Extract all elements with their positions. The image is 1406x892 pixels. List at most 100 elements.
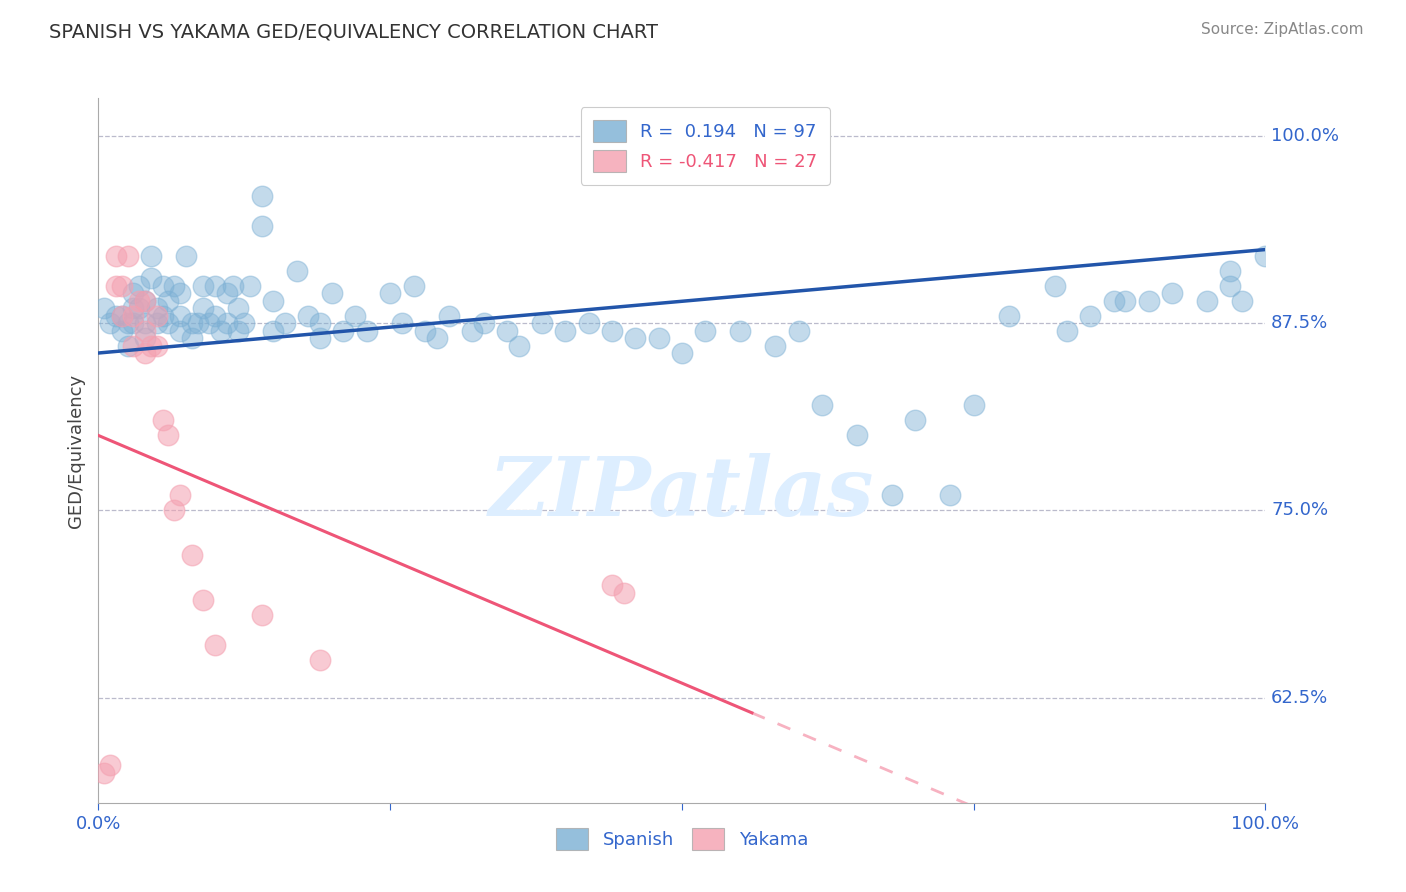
- Point: [962, 399, 984, 413]
- Point: [152, 278, 174, 293]
- Point: [146, 338, 169, 352]
- Point: [163, 278, 186, 293]
- Point: [169, 488, 191, 502]
- Point: [413, 324, 436, 338]
- Point: [157, 316, 180, 330]
- Point: [139, 271, 162, 285]
- Point: [180, 549, 202, 563]
- Point: [134, 293, 156, 308]
- Point: [152, 309, 174, 323]
- Point: [157, 428, 180, 442]
- Point: [250, 219, 273, 233]
- Point: [98, 316, 121, 330]
- Point: [530, 316, 553, 330]
- Point: [128, 301, 150, 315]
- Point: [613, 586, 636, 600]
- Point: [180, 316, 202, 330]
- Legend: Spanish, Yakama: Spanish, Yakama: [548, 821, 815, 857]
- Point: [426, 331, 449, 345]
- Point: [122, 286, 145, 301]
- Point: [1219, 263, 1241, 277]
- Point: [134, 346, 156, 360]
- Point: [204, 309, 226, 323]
- Text: SPANISH VS YAKAMA GED/EQUIVALENCY CORRELATION CHART: SPANISH VS YAKAMA GED/EQUIVALENCY CORREL…: [49, 22, 658, 41]
- Point: [250, 608, 273, 623]
- Point: [274, 316, 297, 330]
- Point: [554, 324, 576, 338]
- Point: [239, 278, 262, 293]
- Text: 62.5%: 62.5%: [1271, 689, 1329, 706]
- Point: [228, 301, 250, 315]
- Point: [402, 278, 425, 293]
- Point: [111, 324, 134, 338]
- Point: [1137, 293, 1160, 308]
- Point: [1254, 248, 1277, 262]
- Point: [228, 324, 250, 338]
- Point: [344, 309, 367, 323]
- Point: [146, 316, 169, 330]
- Point: [309, 331, 332, 345]
- Point: [763, 338, 786, 352]
- Point: [209, 324, 232, 338]
- Point: [122, 316, 145, 330]
- Point: [204, 639, 226, 653]
- Point: [117, 316, 139, 330]
- Point: [695, 324, 717, 338]
- Point: [1102, 293, 1125, 308]
- Point: [128, 278, 150, 293]
- Point: [104, 248, 127, 262]
- Point: [285, 263, 308, 277]
- Point: [391, 316, 413, 330]
- Point: [437, 309, 460, 323]
- Point: [730, 324, 752, 338]
- Point: [169, 286, 191, 301]
- Point: [139, 248, 162, 262]
- Point: [198, 316, 221, 330]
- Point: [262, 324, 284, 338]
- Point: [117, 248, 139, 262]
- Point: [134, 293, 156, 308]
- Point: [93, 301, 115, 315]
- Point: [1219, 278, 1241, 293]
- Point: [139, 338, 162, 352]
- Point: [624, 331, 647, 345]
- Point: [811, 399, 834, 413]
- Point: [93, 765, 115, 780]
- Point: [104, 309, 127, 323]
- Point: [578, 316, 600, 330]
- Point: [309, 316, 332, 330]
- Point: [846, 428, 869, 442]
- Point: [600, 324, 623, 338]
- Point: [508, 338, 530, 352]
- Point: [1056, 324, 1078, 338]
- Point: [671, 346, 693, 360]
- Point: [111, 309, 134, 323]
- Point: [496, 324, 519, 338]
- Point: [904, 413, 927, 427]
- Point: [174, 248, 197, 262]
- Point: [215, 286, 238, 301]
- Point: [472, 316, 495, 330]
- Point: [309, 653, 332, 667]
- Text: 87.5%: 87.5%: [1271, 314, 1329, 332]
- Point: [122, 301, 145, 315]
- Point: [180, 331, 202, 345]
- Point: [98, 758, 121, 772]
- Point: [1195, 293, 1218, 308]
- Point: [461, 324, 484, 338]
- Point: [169, 324, 191, 338]
- Point: [163, 503, 186, 517]
- Point: [1080, 309, 1102, 323]
- Point: [1161, 286, 1184, 301]
- Point: [152, 413, 174, 427]
- Point: [157, 293, 180, 308]
- Point: [250, 188, 273, 202]
- Point: [332, 324, 354, 338]
- Point: [146, 309, 169, 323]
- Point: [1045, 278, 1067, 293]
- Text: 100.0%: 100.0%: [1271, 127, 1340, 145]
- Point: [997, 309, 1019, 323]
- Point: [233, 316, 256, 330]
- Point: [600, 578, 623, 592]
- Point: [193, 301, 215, 315]
